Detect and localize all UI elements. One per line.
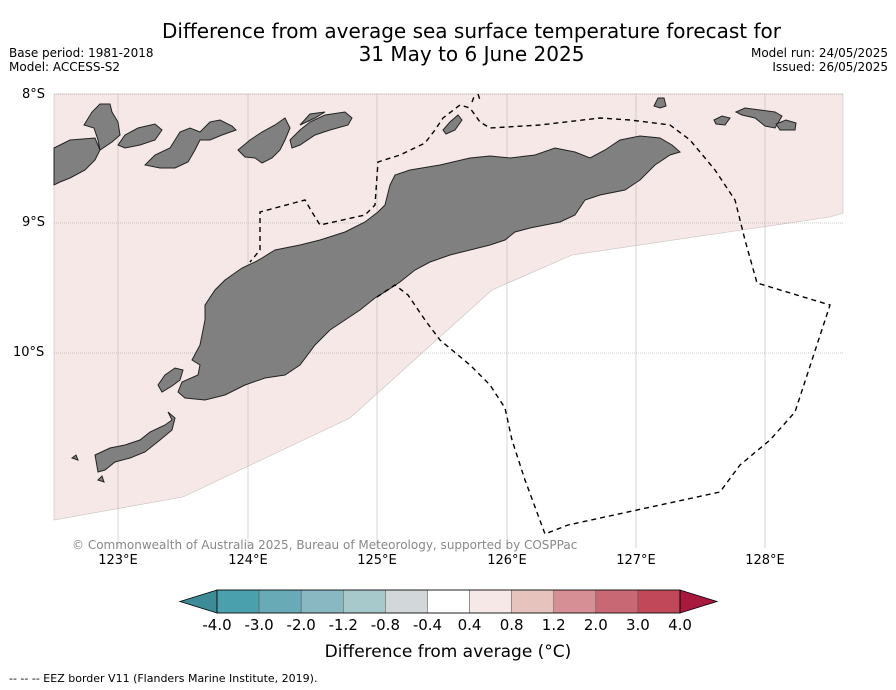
colorbar-tick-label: -3.0 (244, 616, 274, 634)
model-name: Model: ACCESS-S2 (9, 60, 121, 74)
lat-label-8: 8°S (22, 87, 46, 102)
north-island-2 (83, 103, 121, 151)
colorbar-tick-label: -0.8 (370, 616, 400, 634)
north-island-1 (53, 137, 101, 186)
model-run: Model run: 24/05/2025 (750, 46, 888, 60)
title-line-1: Difference from average sea surface temp… (161, 19, 781, 43)
lon-label-127: 127°E (616, 553, 656, 568)
north-island-7 (299, 111, 326, 126)
land (53, 97, 797, 483)
north-island-8 (442, 114, 463, 135)
lat-label-9: 9°S (22, 215, 46, 230)
timor-island (177, 135, 682, 401)
colorbar-tick-label: 0.8 (499, 616, 524, 634)
eez-border (249, 93, 831, 535)
colorbar-tick-label: -0.4 (412, 616, 443, 634)
lon-label-128: 128°E (745, 553, 785, 568)
colorbar-tick-label: 1.2 (541, 616, 566, 634)
colorbar-tick-label: 3.0 (625, 616, 650, 634)
southwest-island-2 (94, 411, 176, 473)
colorbar-tick-label: -4.0 (202, 616, 232, 634)
north-island-5 (237, 117, 291, 164)
lon-label-123: 123°E (98, 553, 138, 568)
north-island-9 (653, 97, 667, 109)
map-title: Difference from average sea surface temp… (0, 20, 896, 66)
north-island-4 (143, 119, 237, 169)
title-line-2: 31 May to 6 June 2025 (358, 42, 585, 66)
north-island-12 (775, 119, 797, 131)
north-island-10 (734, 107, 783, 129)
eez-line-main (249, 104, 831, 535)
anomaly-region (53, 93, 844, 521)
copyright-text: © Commonwealth of Australia 2025, Bureau… (72, 538, 578, 552)
colorbar-tick-label: -2.0 (286, 616, 316, 634)
lon-label-124: 124°E (228, 553, 268, 568)
eez-line-top (471, 93, 481, 103)
issued-date: Issued: 26/05/2025 (772, 60, 888, 74)
colorbar-title: Difference from average (°C) (324, 642, 572, 662)
colorbar-tick-label: 4.0 (668, 616, 692, 634)
colorbar-tick-label: 0.4 (457, 616, 482, 634)
north-island-3 (117, 123, 163, 149)
eez-legend-note: -- -- -- EEZ border V11 (Flanders Marine… (9, 672, 318, 685)
southwest-island-3 (97, 475, 105, 483)
north-island-6 (289, 111, 353, 149)
southwest-island-4 (70, 454, 79, 461)
colorbar-tick-labels: -4.0 -3.0 -2.0 -1.2 -0.8 -0.4 0.4 0.8 1.2 2.0 3.0 4… (0, 616, 896, 636)
lat-label-10: 10°S (13, 345, 45, 360)
colorbar-tick-label: -1.2 (328, 616, 358, 634)
base-period: Base period: 1981-2018 (9, 46, 154, 60)
meta-right: Model run: 24/05/2025 Issued: 26/05/2025 (751, 46, 888, 74)
colorbar-tick-label: 2.0 (583, 616, 608, 634)
meta-left: Base period: 1981-2018 Model: ACCESS-S2 (9, 46, 154, 74)
southwest-island-1 (157, 367, 184, 393)
north-island-11 (713, 115, 731, 126)
lon-label-126: 126°E (487, 553, 527, 568)
lon-label-125: 125°E (357, 553, 397, 568)
